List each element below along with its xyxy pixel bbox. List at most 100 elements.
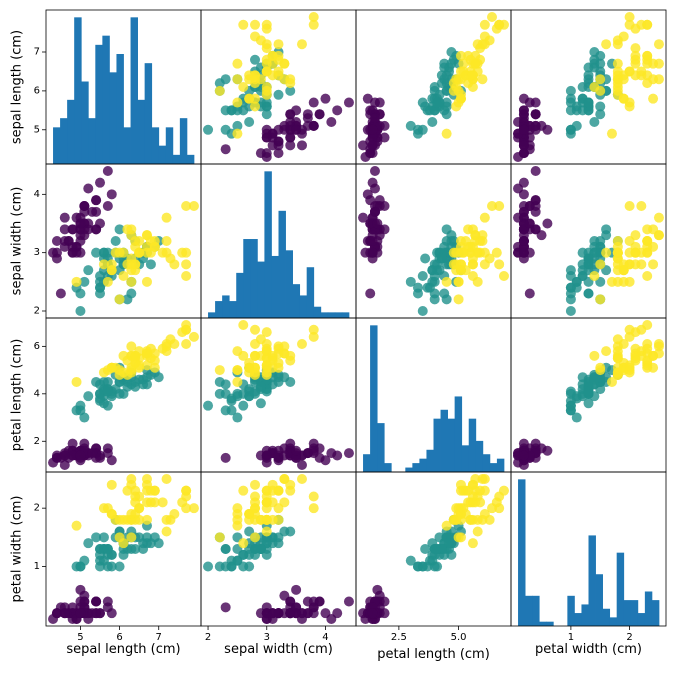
scatter-point — [102, 443, 113, 454]
scatter-point — [244, 362, 255, 373]
scatter-point — [453, 74, 464, 85]
scatter-point — [181, 259, 192, 270]
x-axis-label: sepal length (cm) — [66, 642, 180, 657]
scatter-point — [624, 201, 635, 211]
hist-bar — [179, 118, 188, 164]
scatter-point — [161, 346, 172, 357]
scatter-point — [214, 85, 225, 96]
scatter-point — [583, 398, 594, 409]
cell-sepal-length-vs-petal-length — [355, 9, 512, 165]
scatter-point — [181, 338, 192, 349]
scatter-point — [261, 327, 272, 338]
x-tick-label: 3 — [264, 632, 270, 643]
scatter-point — [106, 265, 117, 276]
x-tick-label: 1 — [568, 632, 574, 643]
y-tick-label: 2 — [34, 306, 40, 317]
scatter-point — [624, 19, 635, 30]
hist-bar — [546, 621, 554, 626]
scatter-point — [479, 212, 490, 223]
scatter-point — [314, 109, 325, 120]
hist-bar — [74, 17, 82, 164]
scatter-point — [75, 218, 86, 229]
scatter-point — [487, 12, 498, 22]
scatter-point — [379, 608, 390, 619]
scatter-point — [479, 509, 490, 519]
hist-bar — [172, 154, 181, 164]
cell-sepal-length-vs-sepal-length — [45, 9, 202, 165]
scatter-point — [161, 247, 172, 258]
scatter-point — [71, 376, 82, 387]
scatter-point — [161, 526, 172, 537]
scatter-point — [232, 128, 243, 139]
scatter-point — [487, 503, 498, 514]
scatter-point — [87, 608, 98, 619]
scatter-point — [524, 97, 535, 108]
hist-bar — [489, 463, 498, 472]
hist-bar — [67, 99, 75, 164]
scatter-point — [79, 596, 90, 607]
scatter-point — [439, 288, 450, 299]
scatter-point — [214, 532, 225, 543]
hist-bar — [539, 621, 547, 626]
scatter-point — [524, 132, 535, 143]
scatter-point — [308, 331, 319, 342]
scatter-point — [291, 602, 302, 613]
scatter-point — [161, 474, 172, 484]
scatter-point — [250, 369, 261, 380]
scatter-point — [181, 271, 192, 281]
scatter-point — [181, 201, 192, 211]
scatter-point — [51, 608, 62, 619]
hist-bar — [151, 127, 160, 164]
scatter-point — [95, 561, 106, 572]
scatter-point — [432, 259, 443, 270]
scatter-point — [279, 58, 290, 69]
cell-sepal-width-vs-petal-length — [355, 163, 512, 319]
scatter-point — [261, 19, 272, 30]
scatter-point — [51, 452, 62, 463]
scatter-point — [365, 105, 376, 116]
scatter-point — [412, 288, 423, 299]
scatter-point — [106, 189, 117, 200]
scatter-point — [106, 479, 117, 490]
y-tick-label: 4 — [34, 189, 40, 200]
hist-bar — [405, 467, 413, 472]
scatter-point — [250, 54, 261, 65]
y-axis-petal-length: 2 4 6 petal length (cm) — [10, 339, 46, 451]
scatter-point — [261, 338, 272, 349]
scatter-point — [530, 438, 541, 449]
scatter-point — [417, 271, 428, 281]
scatter-point — [250, 532, 261, 543]
scatter-point — [453, 276, 464, 287]
scatter-point — [642, 320, 653, 330]
hist-bar — [88, 118, 96, 164]
scatter-point — [436, 78, 447, 89]
scatter-point — [67, 224, 78, 235]
y-axis-petal-width: 1 2 petal width (cm) — [10, 496, 46, 602]
scatter-point — [624, 12, 635, 22]
scatter-point — [118, 271, 129, 281]
scatter-point — [59, 236, 70, 246]
scatter-point — [612, 247, 623, 258]
hist-bar — [419, 458, 427, 472]
scatter-point — [618, 265, 629, 276]
cell-sepal-width-vs-sepal-width — [200, 163, 357, 319]
scatter-point — [279, 450, 290, 461]
scatter-point — [612, 89, 623, 100]
scatter-point — [463, 50, 474, 61]
scatter-point — [653, 230, 664, 241]
scatter-point — [98, 367, 109, 378]
scatter-point — [114, 224, 125, 235]
scatter-point — [296, 39, 307, 50]
scatter-point — [369, 113, 380, 124]
scatter-point — [55, 288, 66, 299]
scatter-point — [455, 532, 466, 543]
scatter-point — [296, 474, 307, 484]
scatter-point — [518, 140, 529, 151]
scatter-point — [648, 259, 659, 270]
scatter-point — [498, 485, 509, 496]
hist-bar — [475, 440, 484, 472]
scatter-point — [432, 544, 443, 554]
scatter-point — [642, 247, 653, 258]
scatter-point — [102, 400, 113, 411]
